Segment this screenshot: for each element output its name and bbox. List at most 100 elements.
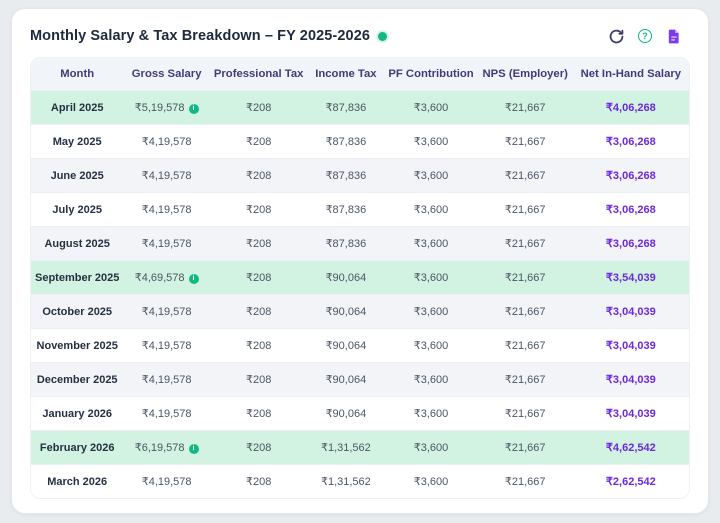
table-body: April 2025 ₹5,19,578 i ₹208 ₹87,836 ₹3,60… xyxy=(31,90,689,498)
month-cell: February 2026 xyxy=(31,430,124,465)
income-tax-cell: ₹87,836 xyxy=(307,124,385,159)
info-icon[interactable]: i xyxy=(188,273,199,284)
income-tax-cell: ₹90,064 xyxy=(307,328,385,363)
income-tax-cell: ₹90,064 xyxy=(307,260,385,295)
column-header-pf-contribution: PF Contribution xyxy=(384,58,478,91)
title-wrap: Monthly Salary & Tax Breakdown – FY 2025… xyxy=(30,28,388,44)
professional-tax-cell: ₹208 xyxy=(209,192,308,227)
pf-contribution-cell: ₹3,600 xyxy=(384,328,478,363)
professional-tax-cell: ₹208 xyxy=(209,362,308,397)
column-header-gross-salary: Gross Salary xyxy=(123,58,210,91)
month-cell: July 2025 xyxy=(31,192,124,227)
table-header: Month Gross Salary Professional Tax Inco… xyxy=(31,58,689,91)
gross-salary-value: ₹4,19,578 xyxy=(141,476,192,488)
net-in-hand-salary-cell: ₹3,06,268 xyxy=(572,226,689,261)
income-tax-cell: ₹87,836 xyxy=(307,158,385,193)
nps-employer-cell: ₹21,667 xyxy=(477,396,573,431)
page-title: Monthly Salary & Tax Breakdown – FY 2025… xyxy=(30,28,371,44)
income-tax-cell: ₹1,31,562 xyxy=(307,464,385,498)
net-in-hand-salary-cell: ₹3,04,039 xyxy=(572,362,689,397)
gross-salary-value: ₹4,19,578 xyxy=(141,306,192,318)
professional-tax-cell: ₹208 xyxy=(209,124,308,159)
pf-contribution-cell: ₹3,600 xyxy=(384,396,478,431)
salary-table-container: Month Gross Salary Professional Tax Inco… xyxy=(30,57,690,499)
net-in-hand-salary-cell: ₹4,06,268 xyxy=(572,90,689,125)
month-cell: March 2026 xyxy=(31,464,124,498)
professional-tax-cell: ₹208 xyxy=(209,158,308,193)
month-cell: May 2025 xyxy=(31,124,124,159)
info-icon[interactable]: i xyxy=(188,103,199,114)
gross-salary-value: ₹4,19,578 xyxy=(141,408,192,420)
info-icon[interactable]: i xyxy=(188,443,199,454)
professional-tax-cell: ₹208 xyxy=(209,226,308,261)
month-cell: April 2025 xyxy=(31,90,124,125)
net-in-hand-salary-cell: ₹4,62,542 xyxy=(572,430,689,465)
professional-tax-cell: ₹208 xyxy=(209,328,308,363)
month-cell: January 2026 xyxy=(31,396,124,431)
nps-employer-cell: ₹21,667 xyxy=(477,124,573,159)
gross-salary-value: ₹4,19,578 xyxy=(141,374,192,386)
income-tax-cell: ₹87,836 xyxy=(307,192,385,227)
net-in-hand-salary-cell: ₹3,06,268 xyxy=(572,158,689,193)
nps-employer-cell: ₹21,667 xyxy=(477,294,573,329)
toolbar: ? xyxy=(608,28,682,44)
nps-employer-cell: ₹21,667 xyxy=(477,90,573,125)
pf-contribution-cell: ₹3,600 xyxy=(384,362,478,397)
month-cell: December 2025 xyxy=(31,362,124,397)
income-tax-cell: ₹90,064 xyxy=(307,362,385,397)
refresh-icon[interactable] xyxy=(608,28,624,44)
month-cell: October 2025 xyxy=(31,294,124,329)
pf-contribution-cell: ₹3,600 xyxy=(384,260,478,295)
gross-salary-cell: ₹5,19,578 i xyxy=(123,90,210,125)
pf-contribution-cell: ₹3,600 xyxy=(384,192,478,227)
pf-contribution-cell: ₹3,600 xyxy=(384,124,478,159)
header-row: Month Gross Salary Professional Tax Inco… xyxy=(31,58,689,91)
gross-salary-value: ₹6,19,578 xyxy=(134,442,185,454)
net-in-hand-salary-cell: ₹3,04,039 xyxy=(572,328,689,363)
nps-employer-cell: ₹21,667 xyxy=(477,158,573,193)
net-in-hand-salary-cell: ₹3,04,039 xyxy=(572,396,689,431)
gross-salary-value: ₹4,19,578 xyxy=(141,204,192,216)
month-cell: August 2025 xyxy=(31,226,124,261)
professional-tax-cell: ₹208 xyxy=(209,464,308,498)
help-question-glyph: ? xyxy=(638,29,652,43)
column-header-income-tax: Income Tax xyxy=(307,58,385,91)
pf-contribution-cell: ₹3,600 xyxy=(384,90,478,125)
income-tax-cell: ₹90,064 xyxy=(307,294,385,329)
net-in-hand-salary-cell: ₹3,06,268 xyxy=(572,124,689,159)
pf-contribution-cell: ₹3,600 xyxy=(384,464,478,498)
gross-salary-value: ₹4,19,578 xyxy=(141,340,192,352)
column-header-professional-tax: Professional Tax xyxy=(209,58,308,91)
document-export-icon[interactable] xyxy=(666,28,682,44)
net-in-hand-salary-cell: ₹3,54,039 xyxy=(572,260,689,295)
professional-tax-cell: ₹208 xyxy=(209,260,308,295)
pf-contribution-cell: ₹3,600 xyxy=(384,226,478,261)
nps-employer-cell: ₹21,667 xyxy=(477,362,573,397)
help-icon[interactable]: ? xyxy=(637,28,653,44)
salary-breakdown-card: Monthly Salary & Tax Breakdown – FY 2025… xyxy=(11,8,709,514)
month-cell: November 2025 xyxy=(31,328,124,363)
status-dot-icon xyxy=(378,31,388,41)
column-header-nps-employer: NPS (Employer) xyxy=(477,58,573,91)
month-cell: June 2025 xyxy=(31,158,124,193)
professional-tax-cell: ₹208 xyxy=(209,294,308,329)
pf-contribution-cell: ₹3,600 xyxy=(384,430,478,465)
professional-tax-cell: ₹208 xyxy=(209,430,308,465)
gross-salary-value: ₹5,19,578 xyxy=(134,102,185,114)
month-cell: September 2025 xyxy=(31,260,124,295)
net-in-hand-salary-cell: ₹3,04,039 xyxy=(572,294,689,329)
